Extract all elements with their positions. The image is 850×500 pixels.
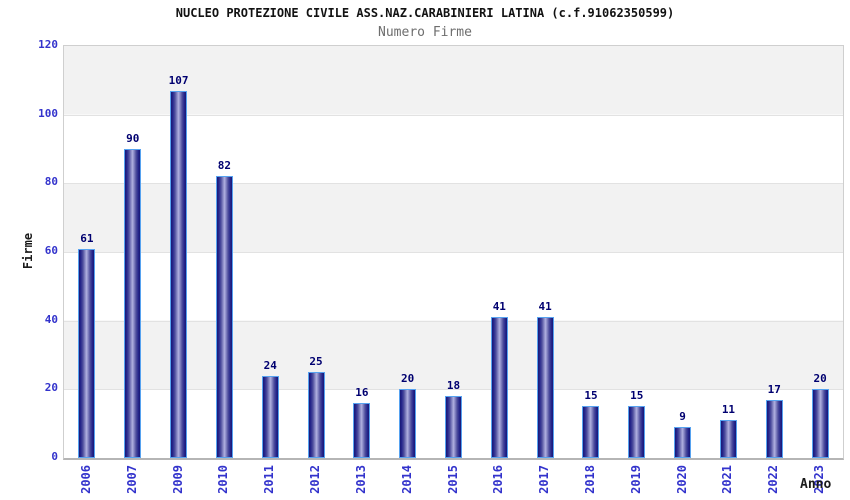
bar — [215, 176, 233, 458]
x-tick-label: 2013 — [353, 465, 368, 494]
bar — [261, 376, 279, 458]
bar — [124, 149, 142, 458]
bar — [78, 249, 96, 458]
bar — [170, 91, 188, 458]
x-tick-label: 2012 — [308, 465, 323, 494]
x-tick-label: 2009 — [170, 465, 185, 494]
x-axis-title: Anno — [800, 477, 832, 492]
bar — [811, 389, 829, 458]
gridline — [64, 389, 843, 391]
bar — [353, 403, 371, 458]
x-tick-label: 2022 — [766, 465, 781, 494]
bar — [536, 317, 554, 458]
y-tick-label: 80 — [44, 175, 58, 189]
bar-value-label: 16 — [355, 386, 369, 399]
bar-value-label: 15 — [584, 389, 598, 402]
bar-value-label: 61 — [80, 232, 94, 245]
bar-value-label: 25 — [309, 355, 323, 368]
bar-value-label: 82 — [217, 159, 231, 172]
bar — [765, 400, 783, 458]
bar — [445, 396, 462, 458]
bar-value-label: 9 — [679, 410, 686, 423]
y-tick-label: 0 — [51, 450, 58, 463]
bar — [719, 420, 737, 458]
gridline — [64, 114, 843, 116]
y-tick-label: 40 — [44, 312, 58, 326]
bar-value-label: 107 — [168, 74, 189, 87]
y-tick-label: 60 — [44, 244, 58, 257]
chart-title: NUCLEO PROTEZIONE CIVILE ASS.NAZ.CARABIN… — [175, 6, 675, 20]
bar — [582, 406, 600, 458]
x-tick-label: 2016 — [491, 465, 506, 494]
y-tick-label: 100 — [38, 106, 58, 120]
x-tick-label: 2014 — [399, 465, 414, 494]
y-tick-label: 20 — [44, 381, 58, 395]
bar-value-label: 20 — [813, 372, 827, 385]
bar — [399, 389, 417, 458]
x-tick-label: 2017 — [537, 465, 552, 494]
gridline — [64, 320, 843, 322]
bar — [628, 406, 646, 458]
bar — [307, 372, 325, 458]
bar-value-label: 90 — [126, 132, 140, 145]
chart-subtitle: Numero Firme — [378, 25, 472, 40]
x-tick-label: 2015 — [445, 465, 460, 494]
x-tick-label: 2020 — [674, 465, 689, 494]
bar — [490, 317, 508, 458]
x-tick-label: 2019 — [628, 465, 643, 494]
x-tick-label: 2010 — [216, 465, 231, 494]
x-tick-label: 2007 — [124, 465, 139, 494]
bar-value-label: 20 — [401, 372, 415, 385]
x-tick-label: 2006 — [78, 465, 93, 494]
x-tick-label: 2021 — [720, 465, 735, 494]
bar-value-label: 11 — [721, 403, 736, 416]
bar-value-label: 18 — [446, 379, 461, 392]
gridline — [64, 183, 843, 185]
x-tick-label: 2011 — [262, 465, 277, 494]
bar-value-label: 24 — [263, 359, 277, 372]
bar-value-label: 41 — [492, 300, 506, 313]
bar-value-label: 41 — [538, 300, 552, 313]
gridline — [64, 252, 843, 253]
x-tick-label: 2018 — [582, 465, 597, 494]
bar — [674, 427, 692, 458]
y-tick-label: 120 — [38, 38, 58, 51]
bar-value-label: 17 — [767, 383, 781, 396]
plot-area: 61 90 107 82 24 25 16 20 18 41 41 15 15 9 11 17 20 — [63, 45, 844, 460]
y-axis-title: Firme — [21, 232, 35, 270]
bar-value-label: 15 — [630, 389, 644, 402]
